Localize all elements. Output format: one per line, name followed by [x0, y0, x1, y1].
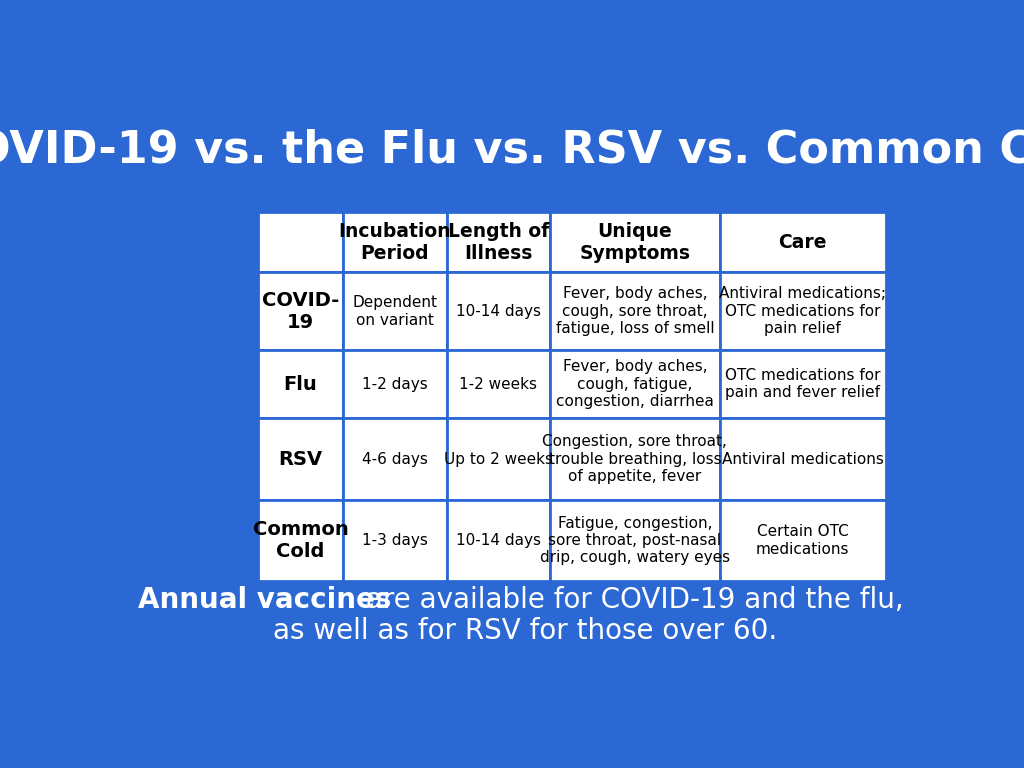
Text: Common
Cold: Common Cold	[253, 520, 348, 561]
Text: 1-3 days: 1-3 days	[361, 533, 428, 548]
Text: Fever, body aches,
cough, fatigue,
congestion, diarrhea: Fever, body aches, cough, fatigue, conge…	[556, 359, 714, 409]
Bar	[720, 273, 886, 350]
Text: as well as for RSV for those over 60.: as well as for RSV for those over 60.	[272, 617, 777, 645]
Bar	[550, 419, 720, 500]
Bar	[720, 350, 886, 419]
Bar	[720, 419, 886, 500]
Text: Care: Care	[778, 233, 827, 251]
Bar	[446, 419, 550, 500]
Bar	[550, 500, 720, 581]
Text: OTC medications for
pain and fever relief: OTC medications for pain and fever relie…	[725, 368, 881, 400]
Text: Annual vaccines are available for COVID-19 and the flu,: Annual vaccines are available for COVID-…	[138, 586, 911, 614]
Bar	[550, 273, 720, 350]
Bar	[343, 211, 446, 273]
Text: RSV: RSV	[279, 449, 323, 468]
Text: Length of
Illness: Length of Illness	[447, 221, 549, 263]
Text: Fever, body aches,
cough, sore throat,
fatigue, loss of smell: Fever, body aches, cough, sore throat, f…	[556, 286, 714, 336]
Text: Certain OTC
medications: Certain OTC medications	[756, 525, 850, 557]
Text: Incubation
Period: Incubation Period	[339, 221, 451, 263]
Bar	[446, 350, 550, 419]
Bar	[343, 500, 446, 581]
Text: are available for COVID-19 and the flu,: are available for COVID-19 and the flu,	[356, 586, 903, 614]
Bar	[258, 273, 343, 350]
Bar	[258, 419, 343, 500]
Text: COVID-
19: COVID- 19	[262, 291, 339, 332]
Text: Annual vaccines: Annual vaccines	[138, 586, 391, 614]
Text: 4-6 days: 4-6 days	[361, 452, 428, 467]
Bar	[550, 350, 720, 419]
Bar	[446, 211, 550, 273]
Bar	[343, 350, 446, 419]
Text: Antiviral medications: Antiviral medications	[722, 452, 884, 467]
Bar	[446, 273, 550, 350]
Bar	[258, 500, 343, 581]
Text: Flu: Flu	[284, 375, 317, 394]
Text: Antiviral medications;
OTC medications for
pain relief: Antiviral medications; OTC medications f…	[719, 286, 887, 336]
Bar	[258, 211, 886, 581]
Text: 10-14 days: 10-14 days	[456, 533, 541, 548]
Text: 1-2 days: 1-2 days	[361, 377, 428, 392]
Bar	[258, 211, 343, 273]
Text: Congestion, sore throat,
trouble breathing, loss
of appetite, fever: Congestion, sore throat, trouble breathi…	[543, 434, 727, 484]
Bar	[446, 500, 550, 581]
Bar	[343, 273, 446, 350]
Text: Up to 2 weeks: Up to 2 weeks	[443, 452, 553, 467]
Text: Dependent
on variant: Dependent on variant	[352, 295, 437, 327]
Bar	[720, 211, 886, 273]
Bar	[550, 211, 720, 273]
Bar	[343, 419, 446, 500]
Text: Fatigue, congestion,
sore throat, post-nasal
drip, cough, watery eyes: Fatigue, congestion, sore throat, post-n…	[540, 515, 730, 565]
Bar	[720, 500, 886, 581]
Text: COVID-19 vs. the Flu vs. RSV vs. Common Cold: COVID-19 vs. the Flu vs. RSV vs. Common …	[0, 128, 1024, 171]
Text: 10-14 days: 10-14 days	[456, 304, 541, 319]
Bar	[258, 350, 343, 419]
Text: Unique
Symptoms: Unique Symptoms	[580, 221, 690, 263]
Text: 1-2 weeks: 1-2 weeks	[460, 377, 538, 392]
